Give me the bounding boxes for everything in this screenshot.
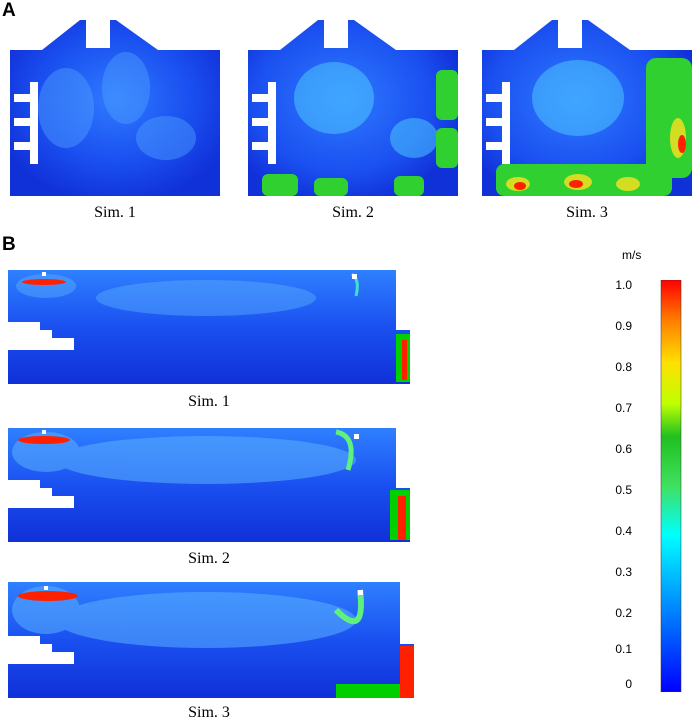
- panel-b-sim3-section-view: [8, 582, 414, 698]
- panel-a-sim3-plan-view: [482, 20, 692, 196]
- colorbar-tick: 0: [625, 677, 632, 691]
- colorbar-tick: 0.9: [615, 319, 632, 333]
- panel-b-label: B: [2, 234, 16, 255]
- colorbar-tick: 0.3: [615, 565, 632, 579]
- panel-a-label: A: [2, 0, 16, 21]
- colorbar-tick: 0.2: [615, 606, 632, 620]
- colorbar-tick: 0.7: [615, 401, 632, 415]
- panel-b-caption-sim3: Sim. 3: [188, 704, 230, 721]
- panel-a-sim1-plan-view: [10, 20, 220, 196]
- panel-a-caption-sim1: Sim. 1: [94, 204, 136, 221]
- panel-a-caption-sim3: Sim. 3: [566, 204, 608, 221]
- panel-a-sim2-plan-view: [248, 20, 458, 196]
- colorbar-tick: 0.6: [615, 442, 632, 456]
- colorbar-tick: 1.0: [615, 278, 632, 292]
- panel-a-caption-sim2: Sim. 2: [332, 204, 374, 221]
- panel-b-sim1-section-view: [8, 270, 410, 384]
- colorbar-gradient: [660, 280, 682, 692]
- colorbar-unit: m/s: [622, 248, 642, 262]
- colorbar-tick: 0.4: [615, 524, 632, 538]
- colorbar-tick: 0.1: [615, 642, 632, 656]
- panel-b-caption-sim1: Sim. 1: [188, 393, 230, 410]
- colorbar-tick: 0.5: [615, 483, 632, 497]
- panel-b-caption-sim2: Sim. 2: [188, 550, 230, 567]
- colorbar-tick: 0.8: [615, 360, 632, 374]
- panel-b-sim2-section-view: [8, 428, 410, 542]
